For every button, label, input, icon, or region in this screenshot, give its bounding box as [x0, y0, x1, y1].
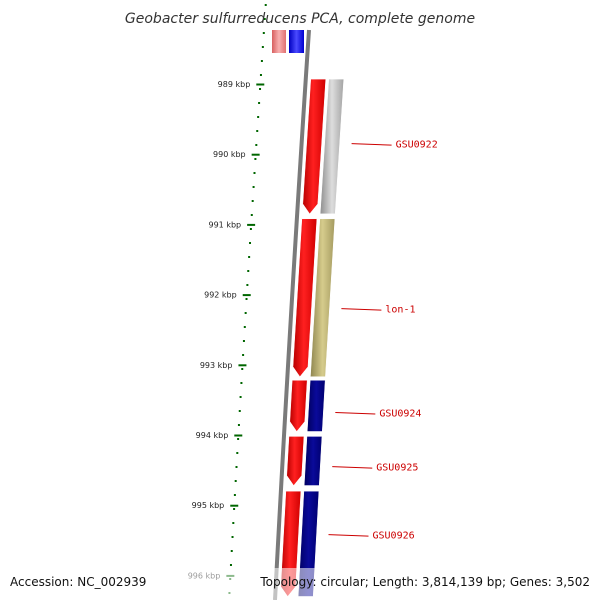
- gene-label-leader: [341, 308, 382, 311]
- gene-label: GSU0925: [376, 463, 418, 474]
- gene-label: lon-1: [385, 305, 415, 316]
- topology-text: Topology: circular; Length: 3,814,139 bp…: [259, 575, 590, 589]
- upstream-reverse-feature: [289, 30, 304, 53]
- ruler-dot: [251, 200, 254, 202]
- ruler-dot: [253, 172, 256, 174]
- ruler-dot: [242, 354, 245, 356]
- ruler-dot: [255, 144, 258, 146]
- ruler-dot: [233, 508, 236, 510]
- ruler-dot: [230, 550, 233, 552]
- sequence-backbone: [273, 29, 311, 600]
- gene-label-leader: [335, 412, 376, 415]
- ruler-tick-label: 990 kbp: [213, 150, 246, 159]
- gene-labels: GSU0922 lon-1 GSU0924 GSU0925 GSU0926: [328, 140, 438, 542]
- gene-label: GSU0926: [372, 531, 414, 542]
- ruler-dot: [249, 228, 252, 230]
- ruler-tick-label: 992 kbp: [204, 291, 237, 300]
- ruler-dot: [235, 466, 238, 468]
- ruler-dot: [232, 522, 235, 524]
- ruler-dot: [245, 298, 248, 300]
- ruler-dot: [236, 452, 239, 454]
- ruler-dot: [259, 88, 262, 90]
- ruler-dot: [252, 186, 255, 188]
- ruler-dot: [260, 60, 263, 62]
- ruler-dot: [259, 74, 262, 76]
- ruler-dot: [231, 536, 234, 538]
- ruler-tick-label: 993 kbp: [200, 361, 233, 370]
- gene-label-leader: [351, 143, 392, 146]
- feature-track: [280, 78, 345, 597]
- gene-label: GSU0922: [396, 140, 438, 151]
- reverse-cds-block: [306, 379, 326, 432]
- footer-backdrop: [0, 568, 600, 600]
- forward-cds-arrow: [289, 379, 308, 432]
- ruler-dot: [238, 410, 241, 412]
- ruler-tick-label: 994 kbp: [196, 431, 229, 440]
- ruler-dot: [247, 270, 250, 272]
- reverse-cds-block: [319, 78, 345, 215]
- ruler-dot: [249, 242, 252, 244]
- reverse-cds-block: [310, 218, 336, 377]
- gene-label-leader: [332, 466, 373, 469]
- ruler-dot: [233, 494, 236, 496]
- ruler-dot: [248, 256, 251, 258]
- forward-cds-arrow: [292, 218, 318, 378]
- map-title: Geobacter sulfurreducens PCA, complete g…: [125, 11, 475, 27]
- ruler-dot: [240, 382, 243, 384]
- ruler-tick-label: 995 kbp: [192, 501, 225, 510]
- ruler-dot: [257, 116, 260, 118]
- forward-cds-arrow: [286, 436, 305, 486]
- ruler-dot: [239, 396, 242, 398]
- ruler-dot: [256, 130, 259, 132]
- ruler-dot: [234, 480, 237, 482]
- ruler-dot: [241, 368, 244, 370]
- ruler-dot: [261, 46, 264, 48]
- accession-text: Accession: NC_002939: [10, 575, 146, 589]
- upstream-forward-feature: [272, 30, 286, 53]
- ruler-dot: [244, 312, 247, 314]
- ruler-dot: [242, 340, 245, 342]
- ruler-dot: [262, 32, 265, 34]
- ruler-dot: [264, 4, 267, 6]
- reverse-cds-block: [303, 436, 323, 486]
- ruler-dot: [263, 18, 266, 20]
- ruler-dot: [250, 214, 253, 216]
- ruler-tick-label: 991 kbp: [209, 220, 242, 229]
- forward-cds-arrow: [302, 78, 327, 215]
- ruler-dot: [243, 326, 246, 328]
- ruler: 989 kbp 990 kbp 991 kbp 992 kbp 993 kbp 994 k…: [188, 4, 267, 594]
- ruler-dot: [246, 284, 249, 286]
- ruler-dot: [237, 424, 240, 426]
- ruler-tick-label: 989 kbp: [218, 80, 251, 89]
- backbone: [273, 29, 311, 600]
- ruler-dot: [254, 158, 257, 160]
- gene-label: GSU0924: [379, 409, 421, 420]
- ruler-dot: [229, 564, 232, 566]
- gene-label-leader: [328, 534, 369, 537]
- upstream-features: [272, 30, 304, 53]
- ruler-dot: [237, 438, 240, 440]
- ruler-dot: [258, 102, 261, 104]
